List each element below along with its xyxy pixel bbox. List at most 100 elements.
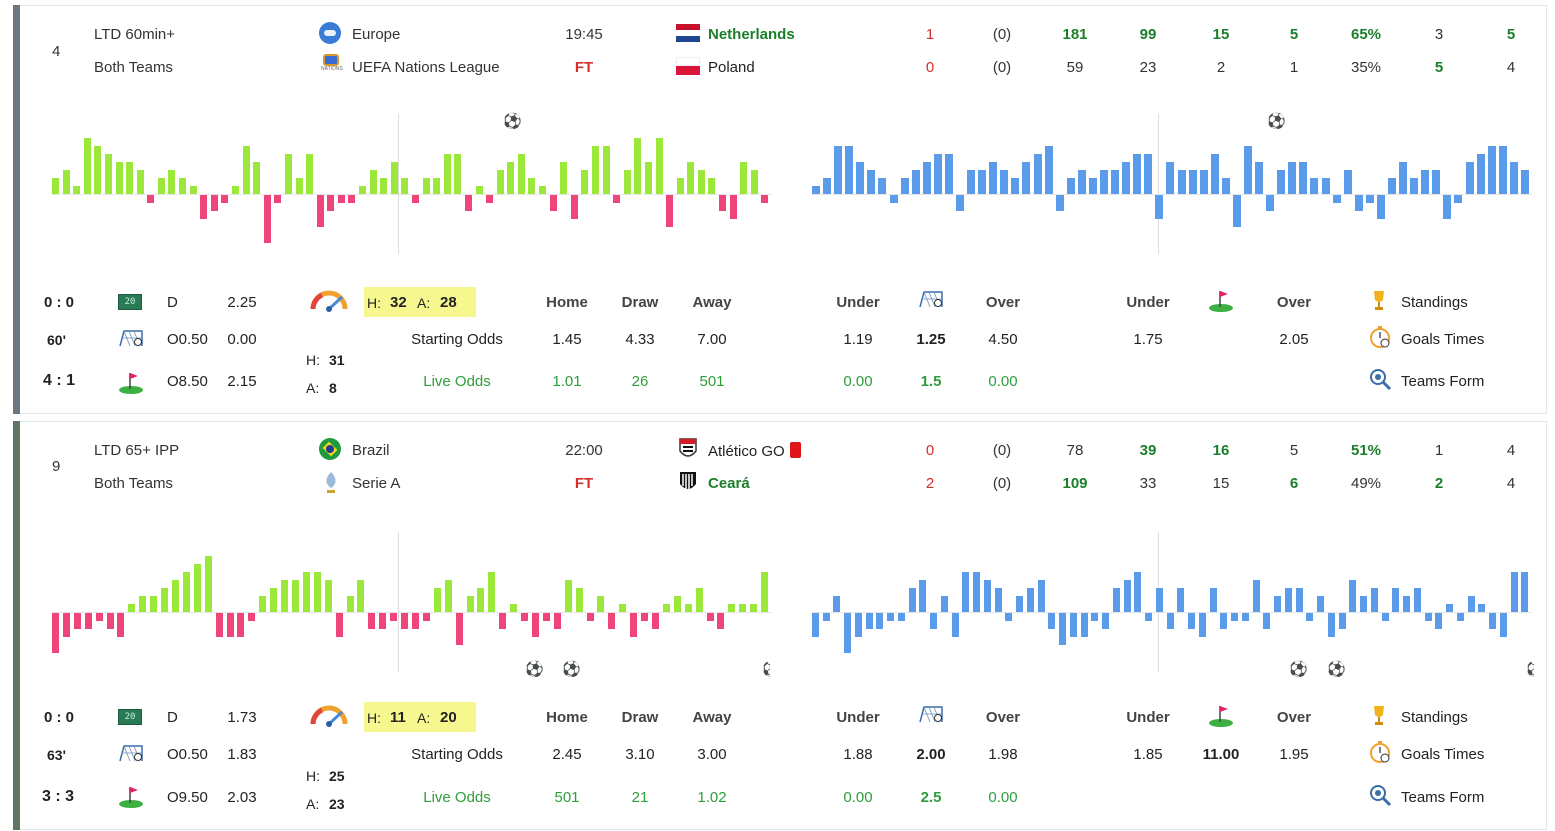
- chart-bar: [1489, 613, 1496, 629]
- chart-bar: [211, 195, 218, 211]
- chart-bar: [357, 580, 364, 612]
- away-team-name[interactable]: Poland: [708, 59, 755, 76]
- pressure-chart-right: [812, 114, 1532, 254]
- chart-bar: [1285, 588, 1292, 612]
- chart-bar: [85, 613, 92, 629]
- chart-bar: [1005, 613, 1012, 621]
- home-stat-3: 15: [1212, 26, 1230, 43]
- chart-bar: [52, 178, 59, 194]
- chart-bar: [978, 170, 986, 194]
- chart-bar: [401, 178, 408, 194]
- chart-bar: [1468, 596, 1475, 612]
- goal-net-icon: [118, 328, 144, 348]
- teams-form-link[interactable]: Teams Form: [1401, 789, 1485, 806]
- chart-bar: [63, 170, 70, 194]
- chart-bar: [1027, 588, 1034, 612]
- chart-bar: [1022, 162, 1030, 194]
- start-draw-odd: 3.10: [625, 746, 655, 763]
- league-name[interactable]: UEFA Nations League: [352, 59, 500, 76]
- odds-away-header: Away: [692, 294, 732, 311]
- chart-bar: [717, 613, 724, 629]
- pressure-away-value: 28: [440, 294, 457, 311]
- chart-bar: [486, 195, 493, 203]
- corners-start-line: 11.00: [1202, 746, 1240, 763]
- chart-bar: [912, 170, 920, 194]
- chart-bar: [1521, 572, 1528, 612]
- goals-start-under: 1.88: [843, 746, 873, 763]
- score-at-entry: 0 : 0: [44, 294, 75, 311]
- away-team-name[interactable]: Ceará: [708, 475, 750, 492]
- chart-bar: [855, 613, 862, 637]
- pressure-gauge-icon: [310, 287, 348, 313]
- chart-bar: [1349, 580, 1356, 612]
- atletico-go-crest-icon: [678, 437, 698, 461]
- chart-bar: [1500, 613, 1507, 637]
- goal-ball-icon: ⚽: [1289, 661, 1308, 678]
- chart-bar: [1344, 170, 1352, 194]
- standings-link[interactable]: Standings: [1401, 294, 1468, 311]
- chart-bar: [205, 556, 212, 612]
- home-team-name[interactable]: Netherlands: [708, 26, 795, 43]
- corners-start-over: 2.05: [1279, 331, 1309, 348]
- chart-bar: [528, 178, 535, 194]
- goal-line-odd: 1.83: [227, 746, 257, 763]
- live-draw-odd: 26: [631, 373, 649, 390]
- chart-bar: [930, 613, 937, 629]
- corners-under-header: Under: [1126, 709, 1170, 726]
- magnifier-ball-icon: [1368, 783, 1392, 807]
- chart-bar: [1100, 170, 1108, 194]
- chart-bar: [390, 613, 397, 621]
- chart-bar: [707, 613, 714, 621]
- goals-start-over: 1.98: [988, 746, 1018, 763]
- chart-bar: [719, 195, 726, 211]
- chart-bar: [867, 170, 875, 194]
- chart-bar: [259, 596, 266, 612]
- chart-bar: [698, 170, 705, 194]
- goal-ball-icon: ⚽: [562, 661, 581, 678]
- chart-bar: [1399, 162, 1407, 194]
- country-name[interactable]: Brazil: [352, 442, 390, 459]
- chart-bar: [592, 146, 599, 194]
- chart-bar: [477, 588, 484, 612]
- league-name[interactable]: Serie A: [352, 475, 401, 492]
- starting-odds-label: Starting Odds: [411, 331, 503, 348]
- chart-bar: [1189, 170, 1197, 194]
- chart-bar: [823, 178, 831, 194]
- chart-bar: [359, 186, 366, 194]
- chart-bar: [1435, 613, 1442, 629]
- goals-start-line: 1.25: [916, 331, 946, 348]
- chart-bar: [172, 580, 179, 612]
- teams-form-link[interactable]: Teams Form: [1401, 373, 1485, 390]
- country-name[interactable]: Europe: [352, 26, 401, 43]
- standings-link[interactable]: Standings: [1401, 709, 1468, 726]
- home-team-name[interactable]: Atlético GO: [708, 442, 801, 461]
- chart-bar: [237, 613, 244, 637]
- home-stat-6: 5: [1506, 26, 1516, 43]
- pressure-away-label: A:: [306, 796, 320, 812]
- chart-bar: [597, 596, 604, 612]
- start-draw-odd: 4.33: [625, 331, 655, 348]
- chart-bar: [1392, 588, 1399, 612]
- chart-bar: [521, 613, 528, 621]
- goals-live-under: 0.00: [843, 789, 873, 806]
- match-rank: 9: [52, 458, 61, 475]
- chart-bar: [1306, 613, 1313, 621]
- pressure-highlight: [364, 287, 476, 317]
- chart-bar: [856, 162, 864, 194]
- chart-bar: [467, 596, 474, 612]
- chart-bar: [1414, 588, 1421, 612]
- goals-times-link[interactable]: Goals Times: [1401, 331, 1485, 348]
- chart-bar: [1432, 170, 1440, 194]
- live-home-odd: 1.01: [552, 373, 582, 390]
- odds-draw-header: Draw: [621, 709, 659, 726]
- goal-ball-icon: ⚽: [1526, 662, 1534, 677]
- away-stat-2: 33: [1139, 475, 1157, 492]
- chart-bar: [1111, 170, 1119, 194]
- chart-bar: [465, 195, 472, 211]
- chart-bar: [1155, 195, 1163, 219]
- chart-bar: [423, 613, 430, 621]
- goals-times-link[interactable]: Goals Times: [1401, 746, 1485, 763]
- away-possession: 35%: [1350, 59, 1382, 76]
- chart-bar: [128, 604, 135, 612]
- chart-bar: [1200, 170, 1208, 194]
